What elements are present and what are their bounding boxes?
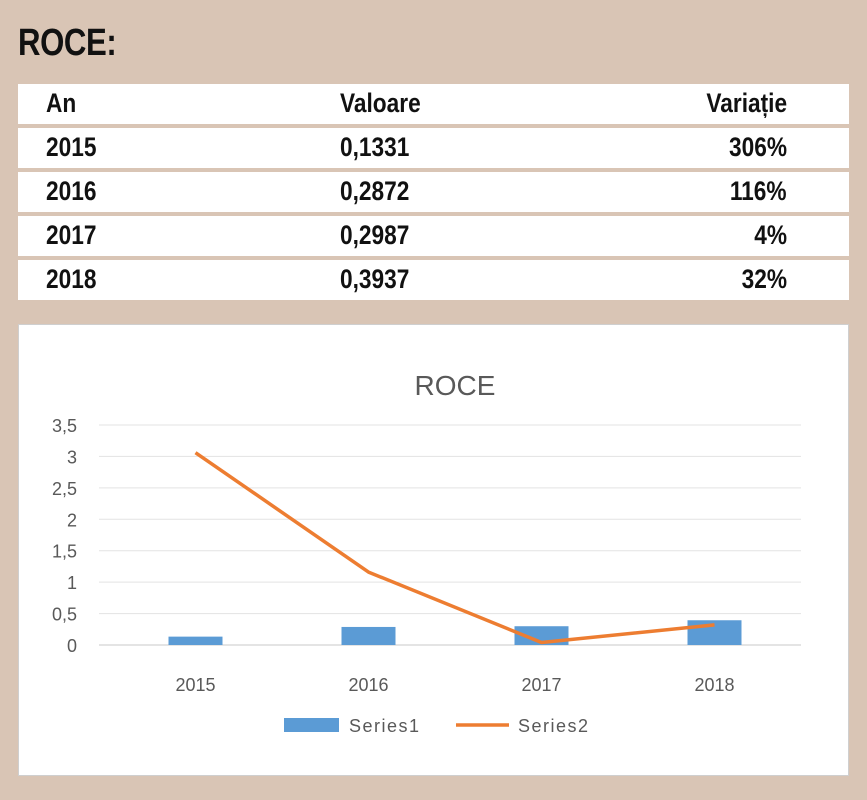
chart-svg: ROCE 0 0,5 1 1,5 2 2,5 3 3,5 2015 2016 2017 2018 Seri… bbox=[52, 370, 801, 736]
page-title: ROCE: bbox=[18, 22, 117, 64]
y-tick-label: 0,5 bbox=[52, 605, 77, 625]
cell-an: 2016 bbox=[46, 176, 97, 206]
cell-valoare: 0,3937 bbox=[340, 264, 410, 294]
y-tick-label: 2 bbox=[67, 510, 77, 530]
roce-table: An Valoare Variație 2015 0,1331 306% 201… bbox=[18, 84, 849, 304]
cell-variatie: 4% bbox=[754, 220, 787, 250]
cell-variatie: 116% bbox=[730, 176, 787, 206]
y-tick-label: 1,5 bbox=[52, 542, 77, 562]
cell-valoare: 0,2872 bbox=[340, 176, 410, 206]
roce-chart: ROCE 0 0,5 1 1,5 2 2,5 3 3,5 2015 2016 2017 2018 Seri… bbox=[18, 324, 849, 776]
header-valoare: Valoare bbox=[340, 88, 421, 118]
y-tick-label: 1 bbox=[67, 573, 77, 593]
cell-an: 2017 bbox=[46, 220, 97, 250]
cell-variatie: 306% bbox=[728, 132, 787, 162]
x-tick-label: 2016 bbox=[348, 675, 388, 695]
y-tick-label: 2,5 bbox=[52, 479, 77, 499]
x-tick-label: 2015 bbox=[175, 675, 215, 695]
bar bbox=[687, 620, 742, 645]
y-tick-label: 0 bbox=[67, 636, 77, 656]
table-row: 2015 0,1331 306% bbox=[18, 128, 849, 168]
cell-valoare: 0,1331 bbox=[340, 132, 410, 162]
cell-an: 2018 bbox=[46, 264, 97, 294]
chart-title: ROCE bbox=[415, 370, 496, 401]
table-row: 2016 0,2872 116% bbox=[18, 172, 849, 212]
y-tick-label: 3,5 bbox=[52, 416, 77, 436]
cell-variatie: 32% bbox=[741, 264, 787, 294]
x-tick-label: 2018 bbox=[694, 675, 734, 695]
table-row: 2018 0,3937 32% bbox=[18, 260, 849, 300]
table-header-row: An Valoare Variație bbox=[18, 84, 849, 124]
cell-an: 2015 bbox=[46, 132, 97, 162]
y-tick-label: 3 bbox=[67, 447, 77, 467]
x-tick-label: 2017 bbox=[521, 675, 561, 695]
cell-valoare: 0,2987 bbox=[340, 220, 410, 250]
legend-label-series1: Series1 bbox=[349, 716, 421, 736]
table-row: 2017 0,2987 4% bbox=[18, 216, 849, 256]
header-an: An bbox=[46, 88, 77, 118]
header-variatie: Variație bbox=[706, 88, 787, 118]
bar bbox=[341, 626, 396, 645]
legend-swatch-series1 bbox=[284, 718, 339, 732]
series-line bbox=[194, 451, 715, 645]
legend-label-series2: Series2 bbox=[518, 716, 590, 736]
bar bbox=[168, 636, 223, 645]
